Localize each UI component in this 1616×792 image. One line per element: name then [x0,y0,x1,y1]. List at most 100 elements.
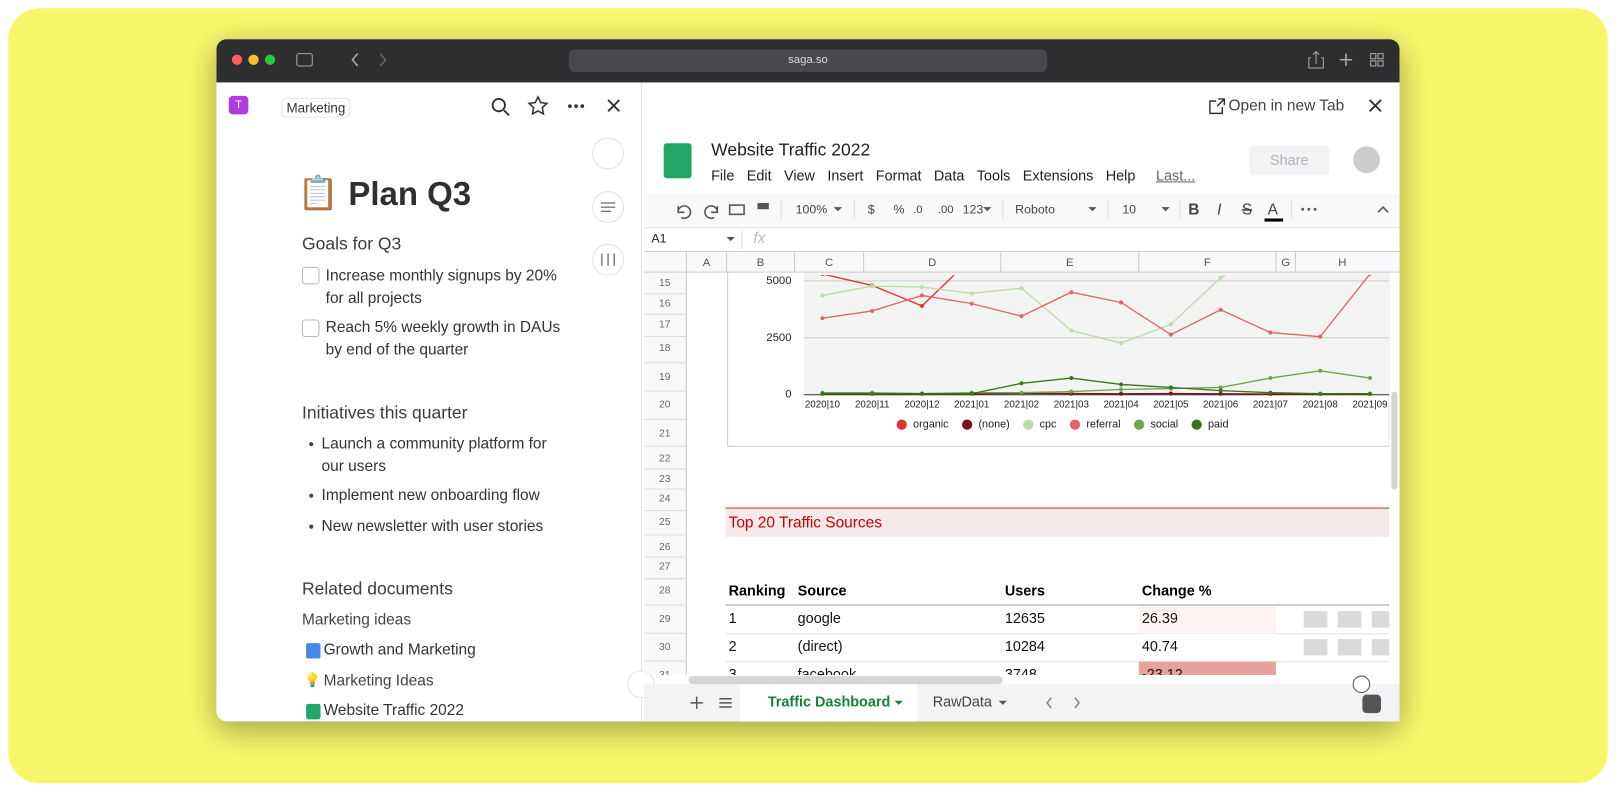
legend-label: cpc [1040,418,1057,430]
toolbar-button[interactable]: 123 [963,203,984,217]
row-label: 30 [659,642,671,653]
open-new-tab[interactable]: Open in new Tab [1228,96,1345,115]
row-label: 21 [659,429,671,440]
row-label: 31 [659,670,671,681]
workspace-badge[interactable]: T [228,95,249,115]
menu-bar: File Edit View Insert Format Data Tools Extensi… [711,167,1208,186]
toolbar-button[interactable]: .0 [913,204,922,216]
x-tick-label: 2021|09 [1352,400,1387,411]
point [919,391,925,396]
menu-item[interactable]: Extensions [1022,166,1094,184]
undo-redo [677,205,692,219]
caret [1088,207,1097,212]
table-cell: 40.74 [1142,639,1178,655]
breadcrumb[interactable]: Marketing [281,97,351,118]
sparkline [1303,638,1328,656]
toolbar-button[interactable]: B [1188,201,1199,218]
column-label: E [1066,257,1074,269]
table-cell: 3 [729,667,737,683]
avatar[interactable] [1353,146,1380,174]
series-line [822,275,1370,338]
related-doc[interactable]: Marketing Ideas [323,671,434,690]
checkbox[interactable] [301,319,320,338]
change-cell [1138,633,1276,661]
active-tab [739,684,918,722]
list-item: New newsletter with user stories [321,517,544,535]
more-dots[interactable] [568,104,585,109]
tab-caret [998,700,1007,705]
sheet-tab[interactable]: RawData [933,695,993,711]
menu-item[interactable]: Edit [746,166,772,184]
more [1301,207,1305,211]
row-label: 17 [659,319,671,330]
point [1218,307,1223,312]
side-buttons[interactable] [592,137,655,699]
related-doc[interactable]: Marketing ideas [301,611,412,629]
legend-swatch [1069,419,1081,430]
sheet-grid: 1516171819202122232425262728293031025005… [644,245,1390,683]
sheet-icon [306,703,321,720]
x-tick-label: 2021|08 [1303,400,1339,411]
x-tick-label: 2021|01 [954,400,989,411]
share-button[interactable] [1249,145,1330,176]
row-label: 26 [659,542,671,553]
menu-item[interactable]: File [711,166,735,184]
x-tick-label: 2021|04 [1103,400,1139,411]
point [919,284,925,290]
url-bar[interactable] [568,49,1048,73]
col-header [644,251,1400,273]
point [1218,275,1223,280]
change-cell [1138,605,1276,633]
legend-swatch [1133,419,1145,430]
menu-item[interactable]: Format [875,166,922,184]
caret [1161,207,1170,212]
related-doc[interactable]: Website Traffic 2022 [323,701,464,720]
toolbar-button[interactable]: $ [868,203,875,217]
sparkline [1303,611,1328,628]
column-label: C [825,257,833,269]
caret [983,207,992,212]
sidebar-actions[interactable] [491,95,1382,117]
sheets-logo [663,143,692,179]
point [1019,381,1024,386]
point [1218,388,1223,393]
menu-item[interactable]: View [783,166,815,184]
point [1069,328,1074,333]
more [1307,207,1311,211]
menu-item[interactable]: Help [1105,166,1136,184]
checkbox[interactable] [301,266,320,285]
menu-item[interactable]: Tools [976,166,1011,184]
table-cell: facebook [798,667,857,683]
related-doc[interactable]: Growth and Marketing [323,641,476,659]
toolbar-button[interactable]: A [1268,201,1279,218]
point [1218,385,1223,390]
table-header: Change % [1142,583,1212,599]
section-bg [725,509,1390,537]
point [1268,245,1272,249]
table-cell: 12635 [1005,611,1045,627]
sheet-tab[interactable]: Traffic Dashboard [768,695,890,711]
toolbar-button[interactable]: Roboto [1015,203,1055,217]
page-title: Plan Q3 [348,175,472,213]
toolbar-button[interactable]: 100% [796,203,828,217]
toolbar-button[interactable]: S [1242,201,1252,218]
toolbar-button[interactable]: I [1217,201,1222,218]
x-tick-label: 2021|05 [1153,400,1189,411]
explore [1362,694,1382,714]
menu-item[interactable]: Insert [827,166,864,184]
menu-item[interactable]: Data [933,166,965,184]
plot [820,245,1373,396]
toolbar-button[interactable]: % [894,203,905,217]
point [969,391,974,396]
point [1019,390,1024,395]
table-cell: -23.12 [1142,667,1183,683]
row-label: 20 [659,400,671,411]
menu-item[interactable]: Last... [1156,166,1196,184]
help [1352,675,1371,694]
point [1119,391,1124,396]
legend-label: organic [913,418,949,430]
toolbar-button[interactable]: 10 [1122,203,1136,217]
toolbar-button[interactable]: .00 [938,204,954,216]
point [1119,300,1124,305]
